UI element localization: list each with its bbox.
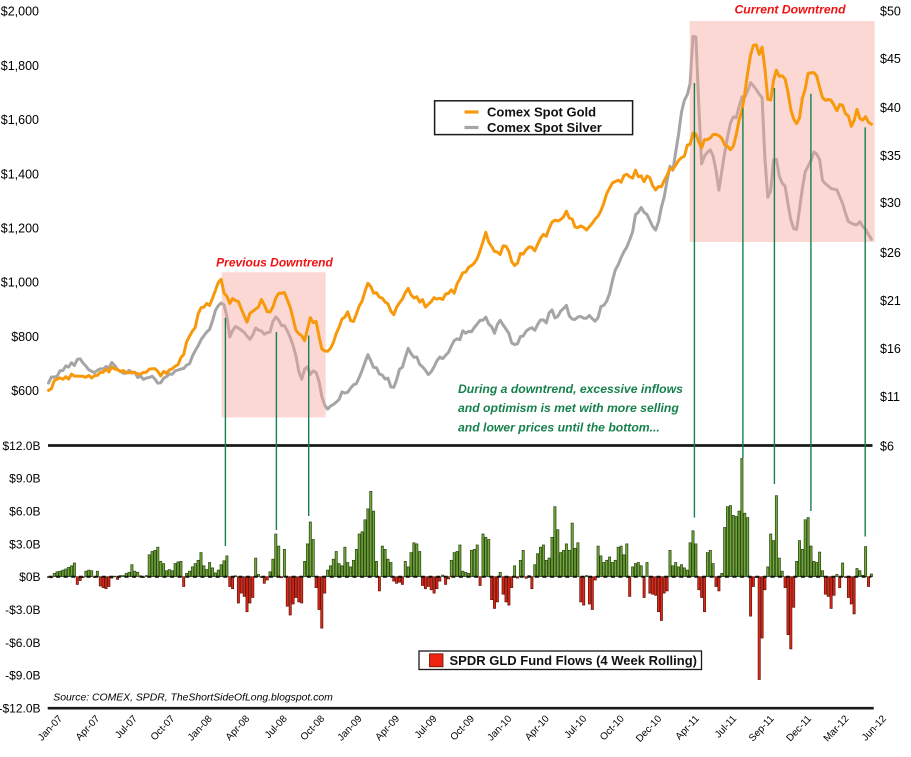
svg-text:-$12.0B: -$12.0B (0, 701, 41, 715)
svg-text:-$9.0B: -$9.0B (5, 669, 40, 683)
svg-text:and lower prices until the bot: and lower prices until the bottom... (458, 420, 660, 434)
svg-text:$40: $40 (880, 101, 901, 115)
svg-text:$9.0B: $9.0B (9, 472, 40, 486)
svg-text:$1,200: $1,200 (1, 222, 39, 236)
svg-text:$30: $30 (880, 196, 901, 210)
svg-text:-$6.0B: -$6.0B (5, 636, 40, 650)
svg-text:$12.0B: $12.0B (2, 439, 40, 453)
svg-text:Source: COMEX, SPDR, TheShortS: Source: COMEX, SPDR, TheShortSideOfLong.… (53, 693, 333, 704)
svg-text:$1,600: $1,600 (1, 113, 39, 127)
svg-text:Comex Spot Silver: Comex Spot Silver (487, 120, 602, 135)
svg-text:Previous Downtrend: Previous Downtrend (216, 256, 333, 270)
svg-text:$26: $26 (880, 246, 901, 260)
svg-text:-$3.0B: -$3.0B (5, 603, 40, 617)
svg-text:$6: $6 (880, 439, 894, 453)
svg-text:SPDR GLD Fund Flows (4 Week Ro: SPDR GLD Fund Flows (4 Week Rolling) (450, 653, 698, 668)
svg-text:$16: $16 (880, 342, 901, 356)
svg-text:Current Downtrend: Current Downtrend (734, 3, 846, 17)
svg-text:and optimism is met with more: and optimism is met with more selling (458, 401, 679, 415)
svg-text:$1,800: $1,800 (1, 59, 39, 73)
svg-text:$50: $50 (880, 5, 901, 19)
svg-text:$45: $45 (880, 52, 901, 66)
svg-text:$1,000: $1,000 (1, 276, 39, 290)
svg-text:$21: $21 (880, 294, 901, 308)
svg-text:During a downtrend, excessive: During a downtrend, excessive inflows (458, 382, 683, 396)
svg-text:Comex Spot Gold: Comex Spot Gold (487, 105, 596, 120)
svg-text:$35: $35 (880, 149, 901, 163)
svg-text:$11: $11 (880, 390, 900, 404)
svg-text:$600: $600 (11, 384, 39, 398)
svg-text:$800: $800 (11, 330, 39, 344)
svg-text:$2,000: $2,000 (1, 5, 39, 19)
svg-text:$1,400: $1,400 (1, 167, 39, 181)
svg-text:$3.0B: $3.0B (9, 537, 40, 551)
svg-text:$0B: $0B (19, 570, 40, 584)
svg-text:$6.0B: $6.0B (9, 505, 40, 519)
